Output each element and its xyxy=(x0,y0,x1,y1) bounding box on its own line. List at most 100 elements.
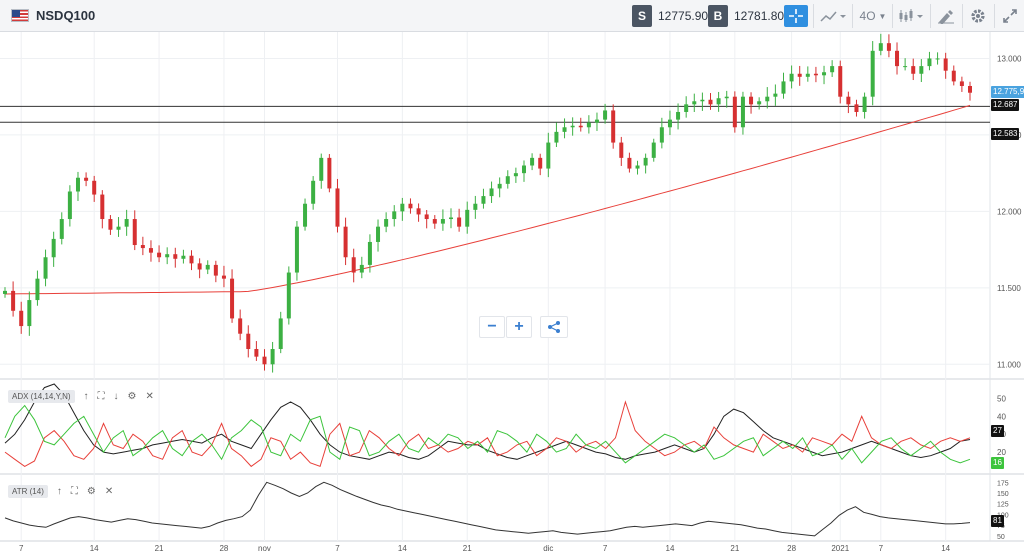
draw-icon[interactable] xyxy=(934,4,958,28)
candle xyxy=(165,247,170,265)
candle xyxy=(270,341,275,373)
x-tick-label: 7 xyxy=(603,544,608,553)
x-tick-label: 21 xyxy=(463,544,472,553)
candle xyxy=(789,65,794,89)
candle xyxy=(959,76,964,92)
candle xyxy=(676,103,681,130)
close-icon[interactable]: ✕ xyxy=(104,485,114,497)
candle xyxy=(797,65,802,86)
share-icon[interactable] xyxy=(540,316,568,338)
chart-type-icon[interactable] xyxy=(818,4,848,28)
candle xyxy=(667,110,672,136)
arrow-down-icon[interactable]: ↓ xyxy=(113,390,119,402)
candle xyxy=(173,247,178,268)
candle xyxy=(181,249,186,264)
arrow-up-icon[interactable]: ↑ xyxy=(83,390,89,402)
adx-line xyxy=(4,383,971,460)
crosshair-icon[interactable] xyxy=(784,5,808,27)
arrow-up-icon[interactable]: ↑ xyxy=(56,485,62,497)
candle xyxy=(424,210,429,229)
candle xyxy=(19,301,24,334)
candle xyxy=(651,138,656,162)
chart-canvas[interactable]: 7 14 21 28 nov 7 14 21 dic 7 14 21 28 2021 7 14 11.000 11… xyxy=(0,32,1024,559)
candle xyxy=(854,99,859,117)
symbol-title[interactable]: NSDQ100 xyxy=(36,8,96,23)
candle xyxy=(124,209,129,236)
atr-label[interactable]: ATR (14) xyxy=(8,484,48,498)
expand-icon[interactable]: ⛶ xyxy=(97,390,105,402)
x-tick-label: 7 xyxy=(19,544,24,553)
candle xyxy=(521,160,526,182)
x-tick-label: 21 xyxy=(730,544,739,553)
x-tick-label: 28 xyxy=(219,544,228,553)
candle xyxy=(862,92,867,119)
candle xyxy=(327,154,332,193)
dim-last-tag: 16 xyxy=(991,457,1004,469)
candle xyxy=(870,41,875,106)
candle xyxy=(221,265,226,288)
last-price-tag: 12.775,90 xyxy=(991,86,1024,98)
candle xyxy=(586,115,591,134)
gear-icon[interactable]: ⚙ xyxy=(127,390,137,402)
candle xyxy=(311,176,316,210)
gear-icon[interactable] xyxy=(966,4,990,28)
candle xyxy=(895,42,900,75)
expand-icon[interactable]: ⛶ xyxy=(70,485,78,497)
candle xyxy=(75,171,80,201)
candle xyxy=(278,311,283,354)
candle xyxy=(505,170,510,189)
candle xyxy=(513,167,518,183)
candle xyxy=(3,287,7,298)
x-tick-label: 14 xyxy=(666,544,675,553)
candle xyxy=(465,201,470,234)
candle xyxy=(213,260,218,283)
candle xyxy=(554,122,559,148)
candle xyxy=(43,249,48,287)
fullscreen-icon[interactable] xyxy=(998,4,1022,28)
candle xyxy=(51,231,56,267)
sell-badge[interactable]: S xyxy=(632,5,652,27)
candle xyxy=(943,52,948,79)
gear-icon[interactable]: ⚙ xyxy=(86,485,96,497)
y-tick-label: 11.000 xyxy=(997,360,1021,369)
x-tick-label: nov xyxy=(258,544,271,553)
x-tick-label: 14 xyxy=(941,544,950,553)
x-tick-label: 21 xyxy=(155,544,164,553)
close-icon[interactable]: ✕ xyxy=(145,390,154,402)
sell-price[interactable]: 12775.90 xyxy=(658,9,709,23)
candle xyxy=(700,92,705,111)
candle xyxy=(846,91,851,114)
candle xyxy=(627,152,632,173)
adx-last-tag: 27 xyxy=(991,425,1004,437)
candle xyxy=(773,84,778,106)
x-tick-label: 28 xyxy=(787,544,796,553)
candle xyxy=(765,87,770,109)
atr-last-tag: 81 xyxy=(991,515,1004,527)
zoom-in-button[interactable]: + xyxy=(506,316,532,338)
candle xyxy=(570,117,575,136)
candle xyxy=(838,60,843,104)
zoom-out-button[interactable]: − xyxy=(479,316,505,338)
adx-label[interactable]: ADX (14,14,Y,N) xyxy=(8,389,75,403)
buy-price[interactable]: 12781.80 xyxy=(734,9,785,23)
candle xyxy=(538,153,543,176)
atr-tick-label: 50 xyxy=(997,534,1005,541)
x-tick-label: dic xyxy=(543,544,553,553)
buy-badge[interactable]: B xyxy=(708,5,728,27)
candle xyxy=(376,219,381,252)
candles-icon[interactable] xyxy=(896,4,926,28)
candle xyxy=(732,91,737,133)
candle xyxy=(108,215,113,235)
candle xyxy=(35,270,40,306)
atr-line xyxy=(4,481,971,537)
candle xyxy=(254,341,259,361)
candle xyxy=(457,208,462,232)
chart-toolbar: NSDQ100 S 12775.90 B 12781.80 4O ▼ xyxy=(0,0,1024,32)
candle xyxy=(294,221,299,281)
interval-selector[interactable]: 4O ▼ xyxy=(859,9,887,23)
candle xyxy=(643,153,648,174)
candle xyxy=(757,97,762,110)
candle xyxy=(432,215,437,229)
candle xyxy=(367,234,372,273)
